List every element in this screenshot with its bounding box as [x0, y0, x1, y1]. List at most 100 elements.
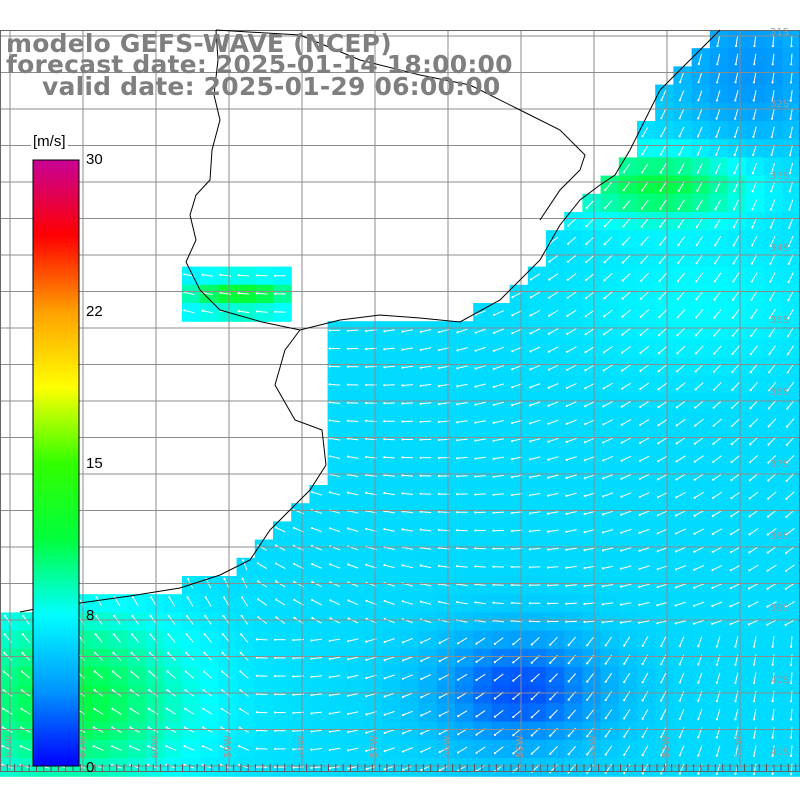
wind-arrow-head — [457, 642, 460, 645]
wind-arrow — [732, 290, 740, 300]
wind-arrow — [384, 474, 395, 477]
wind-arrow — [697, 163, 703, 174]
wind-arrow — [567, 218, 577, 227]
wind-arrow — [679, 90, 685, 101]
wind-arrow-head — [678, 736, 681, 739]
wind-arrow-head — [292, 544, 295, 547]
wind-arrow — [787, 290, 794, 301]
wind-arrow — [112, 708, 122, 715]
wind-arrow-head — [695, 244, 698, 247]
wind-arrow-head — [255, 274, 258, 277]
colorbar-tick-15: 15 — [86, 455, 103, 472]
wind-arrow-head — [2, 670, 5, 673]
wind-arrow — [586, 218, 595, 227]
wind-arrow-head — [274, 562, 278, 565]
wind-arrow — [752, 144, 757, 156]
wind-arrow-head — [183, 745, 186, 748]
wind-arrow-head — [165, 707, 169, 710]
wind-arrow-head — [310, 657, 313, 660]
wind-arrow-head — [697, 99, 700, 102]
wind-arrow-head — [787, 280, 790, 284]
wind-arrow-head — [769, 208, 773, 211]
latitude-label: 37S — [770, 459, 789, 470]
wind-arrow-head — [493, 661, 496, 664]
wind-arrow — [512, 346, 523, 352]
wind-arrow — [168, 633, 176, 643]
wind-arrow-head — [789, 99, 792, 102]
wind-arrow — [622, 309, 631, 317]
wind-arrow-head — [749, 425, 752, 428]
wind-arrow — [384, 365, 395, 368]
wind-arrow-head — [711, 514, 715, 518]
wind-arrow — [493, 511, 505, 514]
wind-arrow-head — [753, 44, 756, 48]
wind-arrow-head — [620, 513, 623, 516]
wind-arrow-head — [657, 352, 661, 355]
wind-arrow-head — [678, 645, 681, 648]
wind-arrow — [167, 671, 176, 679]
wind-arrow — [347, 402, 359, 404]
wind-arrow — [184, 708, 195, 715]
wind-arrow-head — [640, 261, 643, 264]
wind-arrow-head — [419, 330, 422, 333]
wind-arrow-head — [784, 623, 787, 627]
wind-arrow-head — [310, 748, 313, 751]
wind-arrow — [712, 473, 723, 481]
wind-arrow-head — [223, 577, 226, 580]
wind-arrow — [716, 71, 721, 83]
wind-arrow — [679, 72, 685, 83]
wind-arrow-head — [92, 763, 95, 767]
wind-arrow-head — [148, 689, 151, 692]
wind-arrow — [584, 492, 595, 497]
wind-arrow-head — [712, 460, 715, 463]
wind-arrow — [622, 236, 631, 245]
wind-arrow-head — [474, 601, 477, 604]
wind-arrow-head — [1, 763, 4, 767]
wind-arrow-head — [528, 548, 532, 551]
wind-arrow-head — [365, 365, 368, 369]
wind-arrow-head — [547, 386, 550, 389]
wind-arrow-head — [790, 682, 793, 685]
wind-arrow — [384, 765, 395, 770]
wind-arrow — [694, 583, 705, 589]
wind-arrow-head — [167, 614, 170, 617]
wind-arrow — [642, 672, 649, 683]
wind-arrow-head — [274, 274, 277, 277]
wind-arrow-head — [328, 639, 331, 642]
wind-arrow — [511, 602, 523, 604]
wind-arrow — [622, 218, 631, 227]
wind-arrow-head — [732, 298, 735, 301]
wind-arrow-head — [346, 383, 349, 386]
wind-arrow — [238, 310, 250, 314]
wind-arrow — [785, 582, 795, 590]
wind-arrow — [696, 199, 703, 210]
wind-arrow-head — [549, 680, 552, 683]
wind-arrow-head — [712, 424, 715, 427]
wind-arrow-head — [693, 586, 696, 589]
wind-arrow-head — [492, 421, 495, 424]
wind-arrow-head — [623, 771, 626, 775]
wind-arrow — [768, 345, 776, 355]
wind-arrow — [329, 747, 341, 751]
wind-arrow-head — [678, 663, 681, 666]
wind-arrow-head — [711, 622, 714, 626]
wind-arrow-head — [696, 171, 699, 174]
wind-arrow-head — [420, 714, 423, 717]
wind-arrow — [790, 636, 793, 647]
wind-arrow-head — [713, 316, 716, 319]
wind-arrow — [493, 584, 505, 586]
wind-arrow-head — [166, 651, 170, 655]
wind-arrow — [693, 601, 705, 607]
wind-arrow — [239, 708, 249, 715]
wind-arrow-head — [767, 407, 771, 410]
wind-arrow — [530, 309, 541, 316]
wind-arrow-head — [437, 564, 441, 568]
wind-arrow — [566, 382, 577, 389]
wind-arrow-head — [714, 208, 717, 211]
wind-arrow-head — [365, 437, 368, 440]
wind-arrow-head — [639, 333, 642, 336]
wind-arrow — [311, 675, 323, 678]
wind-arrow-head — [730, 424, 734, 428]
wind-arrow-head — [786, 353, 789, 356]
wind-arrow-head — [1, 745, 4, 748]
